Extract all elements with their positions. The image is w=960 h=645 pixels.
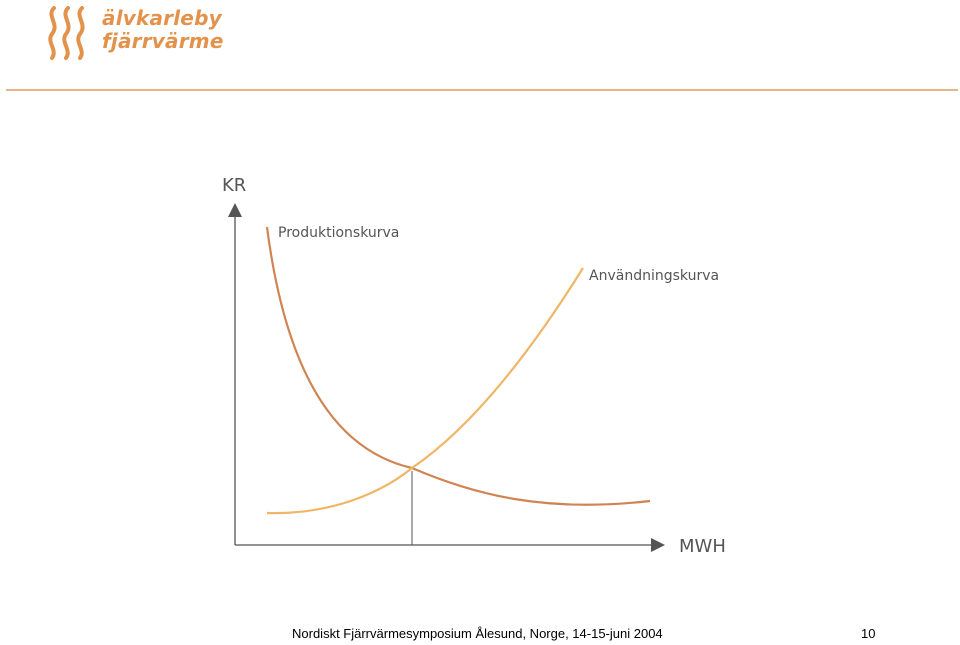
usage-curve: [266, 267, 584, 515]
production-curve-label: Produktionskurva: [278, 225, 399, 241]
supply-demand-diagram: KR MWH Produktionskurva Användningskurva: [222, 175, 726, 557]
x-axis-label: MWH: [679, 536, 726, 557]
x-axis-arrow-icon: [651, 538, 665, 552]
usage-curve-label: Användningskurva: [589, 268, 719, 284]
logo-wordmark: älvkarleby fjärrvärme: [102, 7, 224, 53]
header-divider: [6, 89, 958, 91]
flame-waves-icon: [48, 6, 85, 60]
y-axis-arrow-icon: [228, 203, 242, 217]
logo-line-1: älvkarleby: [102, 6, 222, 30]
logo-line-2: fjärrvärme: [102, 29, 224, 53]
company-logo: älvkarleby fjärrvärme: [44, 4, 234, 62]
y-axis-label: KR: [222, 175, 246, 196]
footer-event-info: Nordiskt Fjärrvärmesymposium Ålesund, No…: [292, 626, 663, 641]
slide-number: 10: [861, 626, 876, 641]
